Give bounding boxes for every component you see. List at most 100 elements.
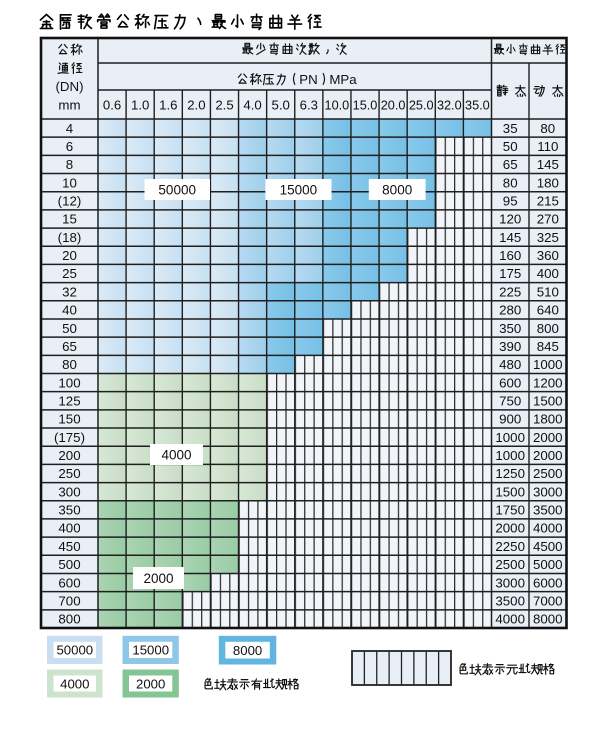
svg-text:mm: mm	[58, 98, 80, 113]
svg-text:8000: 8000	[233, 643, 262, 658]
svg-text:150: 150	[58, 412, 80, 427]
svg-text:1500: 1500	[495, 484, 525, 499]
svg-text:225: 225	[499, 284, 521, 299]
svg-text:2000: 2000	[495, 521, 525, 536]
svg-text:10.0: 10.0	[325, 98, 350, 112]
svg-text:4000: 4000	[495, 612, 525, 627]
svg-text:4: 4	[66, 121, 73, 136]
svg-text:300: 300	[58, 484, 80, 499]
svg-text:1750: 1750	[495, 503, 525, 518]
svg-text:1000: 1000	[495, 448, 525, 463]
svg-text:215: 215	[537, 194, 559, 209]
svg-text:800: 800	[58, 612, 80, 627]
svg-text:(175): (175)	[54, 430, 85, 445]
svg-text:2250: 2250	[495, 539, 525, 554]
svg-text:4500: 4500	[533, 539, 563, 554]
svg-text:8000: 8000	[533, 612, 563, 627]
svg-text:4000: 4000	[533, 521, 563, 536]
svg-text:50: 50	[62, 321, 77, 336]
svg-text:1500: 1500	[533, 394, 563, 409]
svg-text:80: 80	[503, 175, 518, 190]
svg-text:2000: 2000	[143, 571, 173, 586]
svg-text:350: 350	[499, 321, 521, 336]
svg-text:900: 900	[499, 412, 521, 427]
svg-text:145: 145	[537, 157, 559, 172]
svg-text:125: 125	[58, 394, 80, 409]
svg-text:PN: PN	[299, 72, 317, 87]
svg-text:2000: 2000	[533, 430, 563, 445]
svg-text:(DN): (DN)	[55, 79, 83, 94]
svg-text:4.0: 4.0	[243, 97, 261, 112]
svg-text:15.0: 15.0	[353, 98, 378, 112]
svg-text:400: 400	[537, 266, 559, 281]
svg-text:3500: 3500	[533, 503, 563, 518]
svg-text:270: 270	[537, 212, 559, 227]
svg-text:120: 120	[499, 212, 521, 227]
svg-text:1200: 1200	[533, 375, 563, 390]
svg-text:640: 640	[537, 303, 559, 318]
svg-text:25.0: 25.0	[409, 98, 434, 112]
svg-text:200: 200	[58, 448, 80, 463]
svg-text:20.0: 20.0	[381, 98, 406, 112]
svg-text:280: 280	[499, 303, 521, 318]
svg-text:480: 480	[499, 357, 521, 372]
svg-text:145: 145	[499, 230, 521, 245]
svg-text:5.0: 5.0	[272, 97, 290, 112]
svg-text:8000: 8000	[382, 182, 412, 197]
svg-text:100: 100	[58, 375, 80, 390]
svg-text:1000: 1000	[495, 430, 525, 445]
svg-text:175: 175	[499, 266, 521, 281]
svg-text:2000: 2000	[533, 448, 563, 463]
svg-text:250: 250	[58, 466, 80, 481]
svg-text:325: 325	[537, 230, 559, 245]
svg-text:845: 845	[537, 339, 559, 354]
svg-text:(18): (18)	[58, 230, 82, 245]
svg-text:500: 500	[58, 557, 80, 572]
svg-text:510: 510	[537, 284, 559, 299]
svg-text:0.6: 0.6	[103, 97, 121, 112]
svg-text:1800: 1800	[533, 412, 563, 427]
svg-text:700: 700	[58, 593, 80, 608]
svg-text:1250: 1250	[495, 466, 525, 481]
svg-text:600: 600	[499, 375, 521, 390]
svg-text:180: 180	[537, 175, 559, 190]
svg-text:35.0: 35.0	[465, 98, 490, 112]
svg-text:4000: 4000	[60, 676, 89, 691]
svg-text:15000: 15000	[132, 643, 169, 658]
svg-text:32.0: 32.0	[437, 98, 462, 112]
svg-text:360: 360	[537, 248, 559, 263]
svg-text:15000: 15000	[280, 182, 318, 197]
svg-text:110: 110	[537, 139, 558, 154]
svg-text:3000: 3000	[495, 575, 525, 590]
svg-text:6.3: 6.3	[300, 97, 318, 112]
svg-text:6: 6	[66, 139, 73, 154]
svg-text:7000: 7000	[533, 593, 563, 608]
svg-text:65: 65	[503, 157, 518, 172]
svg-text:350: 350	[58, 503, 80, 518]
svg-text:600: 600	[58, 575, 80, 590]
svg-text:35: 35	[503, 121, 518, 136]
svg-text:80: 80	[62, 357, 77, 372]
svg-text:2500: 2500	[533, 466, 563, 481]
svg-text:3500: 3500	[495, 593, 525, 608]
svg-text:6000: 6000	[533, 575, 563, 590]
svg-text:800: 800	[537, 321, 559, 336]
svg-text:2000: 2000	[136, 676, 165, 691]
svg-text:400: 400	[58, 521, 80, 536]
svg-text:95: 95	[503, 194, 518, 209]
svg-text:32: 32	[62, 284, 77, 299]
svg-text:(12): (12)	[58, 194, 82, 209]
svg-text:2.0: 2.0	[187, 97, 205, 112]
svg-text:5000: 5000	[533, 557, 563, 572]
svg-text:3000: 3000	[533, 484, 563, 499]
svg-text:20: 20	[62, 248, 77, 263]
svg-text:50: 50	[503, 139, 518, 154]
svg-text:10: 10	[62, 175, 77, 190]
svg-text:450: 450	[58, 539, 80, 554]
svg-text:2500: 2500	[495, 557, 525, 572]
svg-text:15: 15	[62, 212, 77, 227]
svg-text:80: 80	[540, 121, 555, 136]
svg-text:8: 8	[66, 157, 73, 172]
svg-text:50000: 50000	[158, 182, 196, 197]
svg-text:390: 390	[499, 339, 521, 354]
